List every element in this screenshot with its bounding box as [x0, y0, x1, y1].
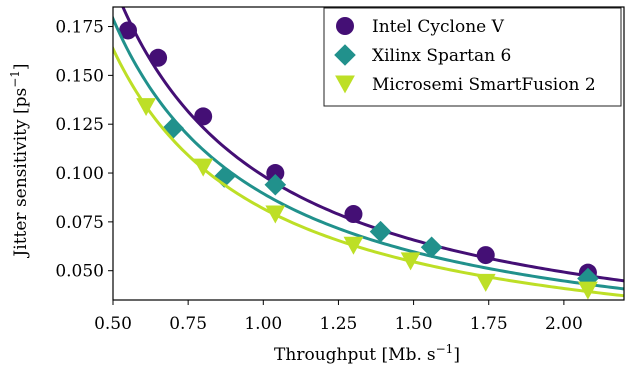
legend-label: Xilinx Spartan 6: [372, 46, 511, 66]
microsemi-smartfusion-2-point: [136, 98, 156, 117]
x-tick-label: 0.75: [169, 314, 207, 334]
x-tick-label: 1.00: [244, 314, 282, 334]
legend-box: [323, 7, 622, 107]
microsemi-smartfusion-2-point: [193, 158, 214, 177]
microsemi-smartfusion-2-fit-line: [113, 45, 624, 298]
intel-cyclone-v-legend-marker: [336, 17, 354, 35]
y-axis-label: Jitter sensitivity [ps−1]: [8, 63, 31, 258]
intel-cyclone-v-point: [119, 21, 138, 40]
xilinx-spartan-6-point: [420, 236, 443, 259]
y-tick-label: 0.125: [55, 115, 104, 135]
x-tick-label: 2.00: [545, 314, 583, 334]
microsemi-smartfusion-2-point: [265, 205, 286, 224]
xilinx-spartan-6-point: [369, 220, 392, 243]
intel-cyclone-v-point: [266, 164, 285, 183]
legend: Intel Cyclone V Xilinx Spartan 6 Microsemi…: [323, 7, 622, 107]
x-tick-label: 1.25: [320, 314, 358, 334]
microsemi-smartfusion-2-legend-marker: [335, 75, 355, 94]
xilinx-spartan-6-legend-marker: [334, 44, 356, 66]
microsemi-smartfusion-2-point: [475, 273, 496, 292]
legend-label: Microsemi SmartFusion 2: [372, 75, 596, 95]
intel-cyclone-v-point: [476, 246, 495, 265]
y-tick-label: 0.175: [55, 18, 104, 38]
microsemi-smartfusion-2-point: [400, 252, 421, 271]
xilinx-spartan-6-point: [162, 117, 184, 139]
xilinx-spartan-6-point: [264, 173, 287, 196]
axes-frame: [112, 6, 625, 301]
x-tick-label: 1.75: [470, 314, 508, 334]
x-tick-label: 0.50: [94, 314, 132, 334]
intel-cyclone-v-point: [149, 48, 168, 67]
intel-cyclone-v-fit-line: [121, 7, 624, 283]
y-tick-label: 0.100: [55, 164, 104, 184]
intel-cyclone-v-point: [344, 205, 363, 224]
y-tick-label: 0.150: [55, 66, 104, 86]
plot-area: [113, 7, 624, 300]
microsemi-smartfusion-2-point: [343, 236, 364, 255]
microsemi-smartfusion-2-point: [578, 281, 598, 300]
x-axis-label: Throughput [Mb. s−1]: [274, 342, 460, 365]
xilinx-spartan-6-fit-line: [113, 14, 624, 291]
axis-ticks: 0.50 0.75 1.00 1.25 1.50 1.75 2.00 0.050 0.075 0.…: [55, 18, 582, 334]
legend-label: Intel Cyclone V: [372, 17, 505, 37]
y-tick-label: 0.050: [55, 262, 104, 282]
intel-cyclone-v-point: [194, 107, 213, 126]
x-tick-label: 1.50: [395, 314, 433, 334]
y-tick-label: 0.075: [55, 213, 104, 233]
